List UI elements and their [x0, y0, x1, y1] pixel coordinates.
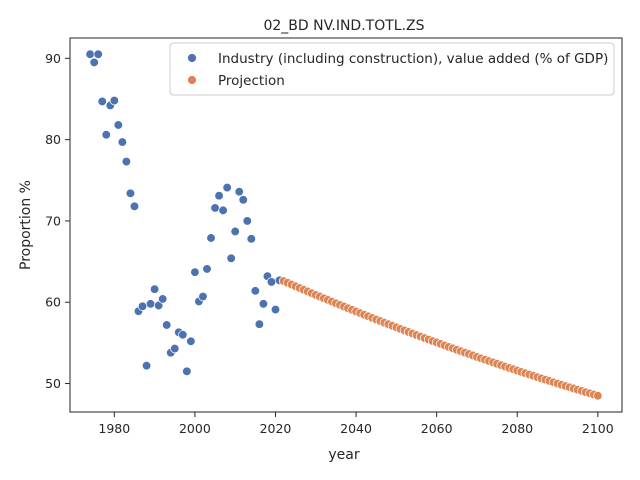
legend-marker-projection	[187, 75, 197, 85]
legend-label-industry: Industry (including construction), value…	[218, 51, 608, 67]
industry-point	[206, 233, 216, 243]
industry-point	[141, 361, 152, 371]
y-tick-label: 50	[45, 376, 61, 391]
industry-point	[117, 137, 128, 147]
chart-title: 02_BD NV.IND.TOTL.ZS	[263, 18, 424, 34]
industry-point	[202, 264, 212, 274]
industry-point	[186, 336, 196, 346]
x-tick-label: 2060	[421, 421, 453, 436]
industry-point	[258, 299, 269, 309]
industry-point	[129, 201, 140, 211]
industry-point	[158, 294, 168, 304]
industry-point	[266, 277, 277, 287]
y-tick-label: 80	[45, 132, 61, 147]
data-points	[85, 49, 603, 401]
legend-label-projection: Projection	[218, 73, 285, 89]
projection-point	[593, 391, 603, 401]
industry-point	[97, 96, 107, 107]
y-axis: 50 60 70 80 90	[45, 51, 70, 391]
industry-point	[234, 187, 244, 197]
legend: Industry (including construction), value…	[169, 42, 615, 96]
industry-point	[93, 49, 103, 59]
industry-point	[210, 203, 220, 213]
x-tick-label: 1980	[98, 421, 130, 436]
industry-point	[85, 49, 95, 59]
industry-point	[226, 253, 236, 263]
industry-point	[162, 320, 172, 330]
x-axis-title: year	[328, 447, 359, 463]
industry-point	[113, 120, 124, 130]
industry-point	[214, 191, 224, 201]
y-axis-title: Proportion %	[18, 180, 34, 270]
industry-point	[182, 366, 192, 376]
industry-point	[190, 267, 200, 277]
industry-point	[270, 304, 281, 315]
industry-point	[238, 195, 248, 205]
y-tick-label: 90	[45, 51, 61, 66]
legend-box	[169, 42, 615, 96]
legend-marker-industry	[187, 53, 197, 63]
industry-point	[230, 226, 240, 237]
industry-point	[170, 343, 180, 354]
industry-point	[137, 301, 148, 311]
y-tick-label: 70	[45, 213, 61, 228]
industry-point	[198, 291, 208, 302]
x-axis: 1980 2000 2020 2040 2060 2080 2100	[98, 412, 614, 436]
industry-point	[242, 216, 252, 226]
x-tick-label: 2080	[501, 421, 533, 436]
x-tick-label: 2020	[260, 421, 292, 436]
industry-point	[254, 319, 265, 329]
x-tick-label: 2000	[179, 421, 211, 436]
industry-point	[145, 299, 156, 309]
x-tick-label: 2100	[582, 421, 614, 436]
industry-point	[109, 95, 119, 106]
x-tick-label: 2040	[340, 421, 372, 436]
industry-point	[149, 284, 160, 294]
industry-point	[250, 286, 260, 296]
industry-point	[222, 182, 232, 193]
industry-point	[218, 205, 228, 216]
industry-point	[121, 156, 132, 167]
industry-point	[101, 130, 111, 140]
industry-point	[125, 188, 136, 198]
y-tick-label: 60	[45, 295, 61, 310]
industry-point	[246, 234, 256, 244]
industry-point	[89, 57, 99, 68]
industry-point	[178, 330, 188, 340]
plot-frame	[69, 37, 623, 413]
